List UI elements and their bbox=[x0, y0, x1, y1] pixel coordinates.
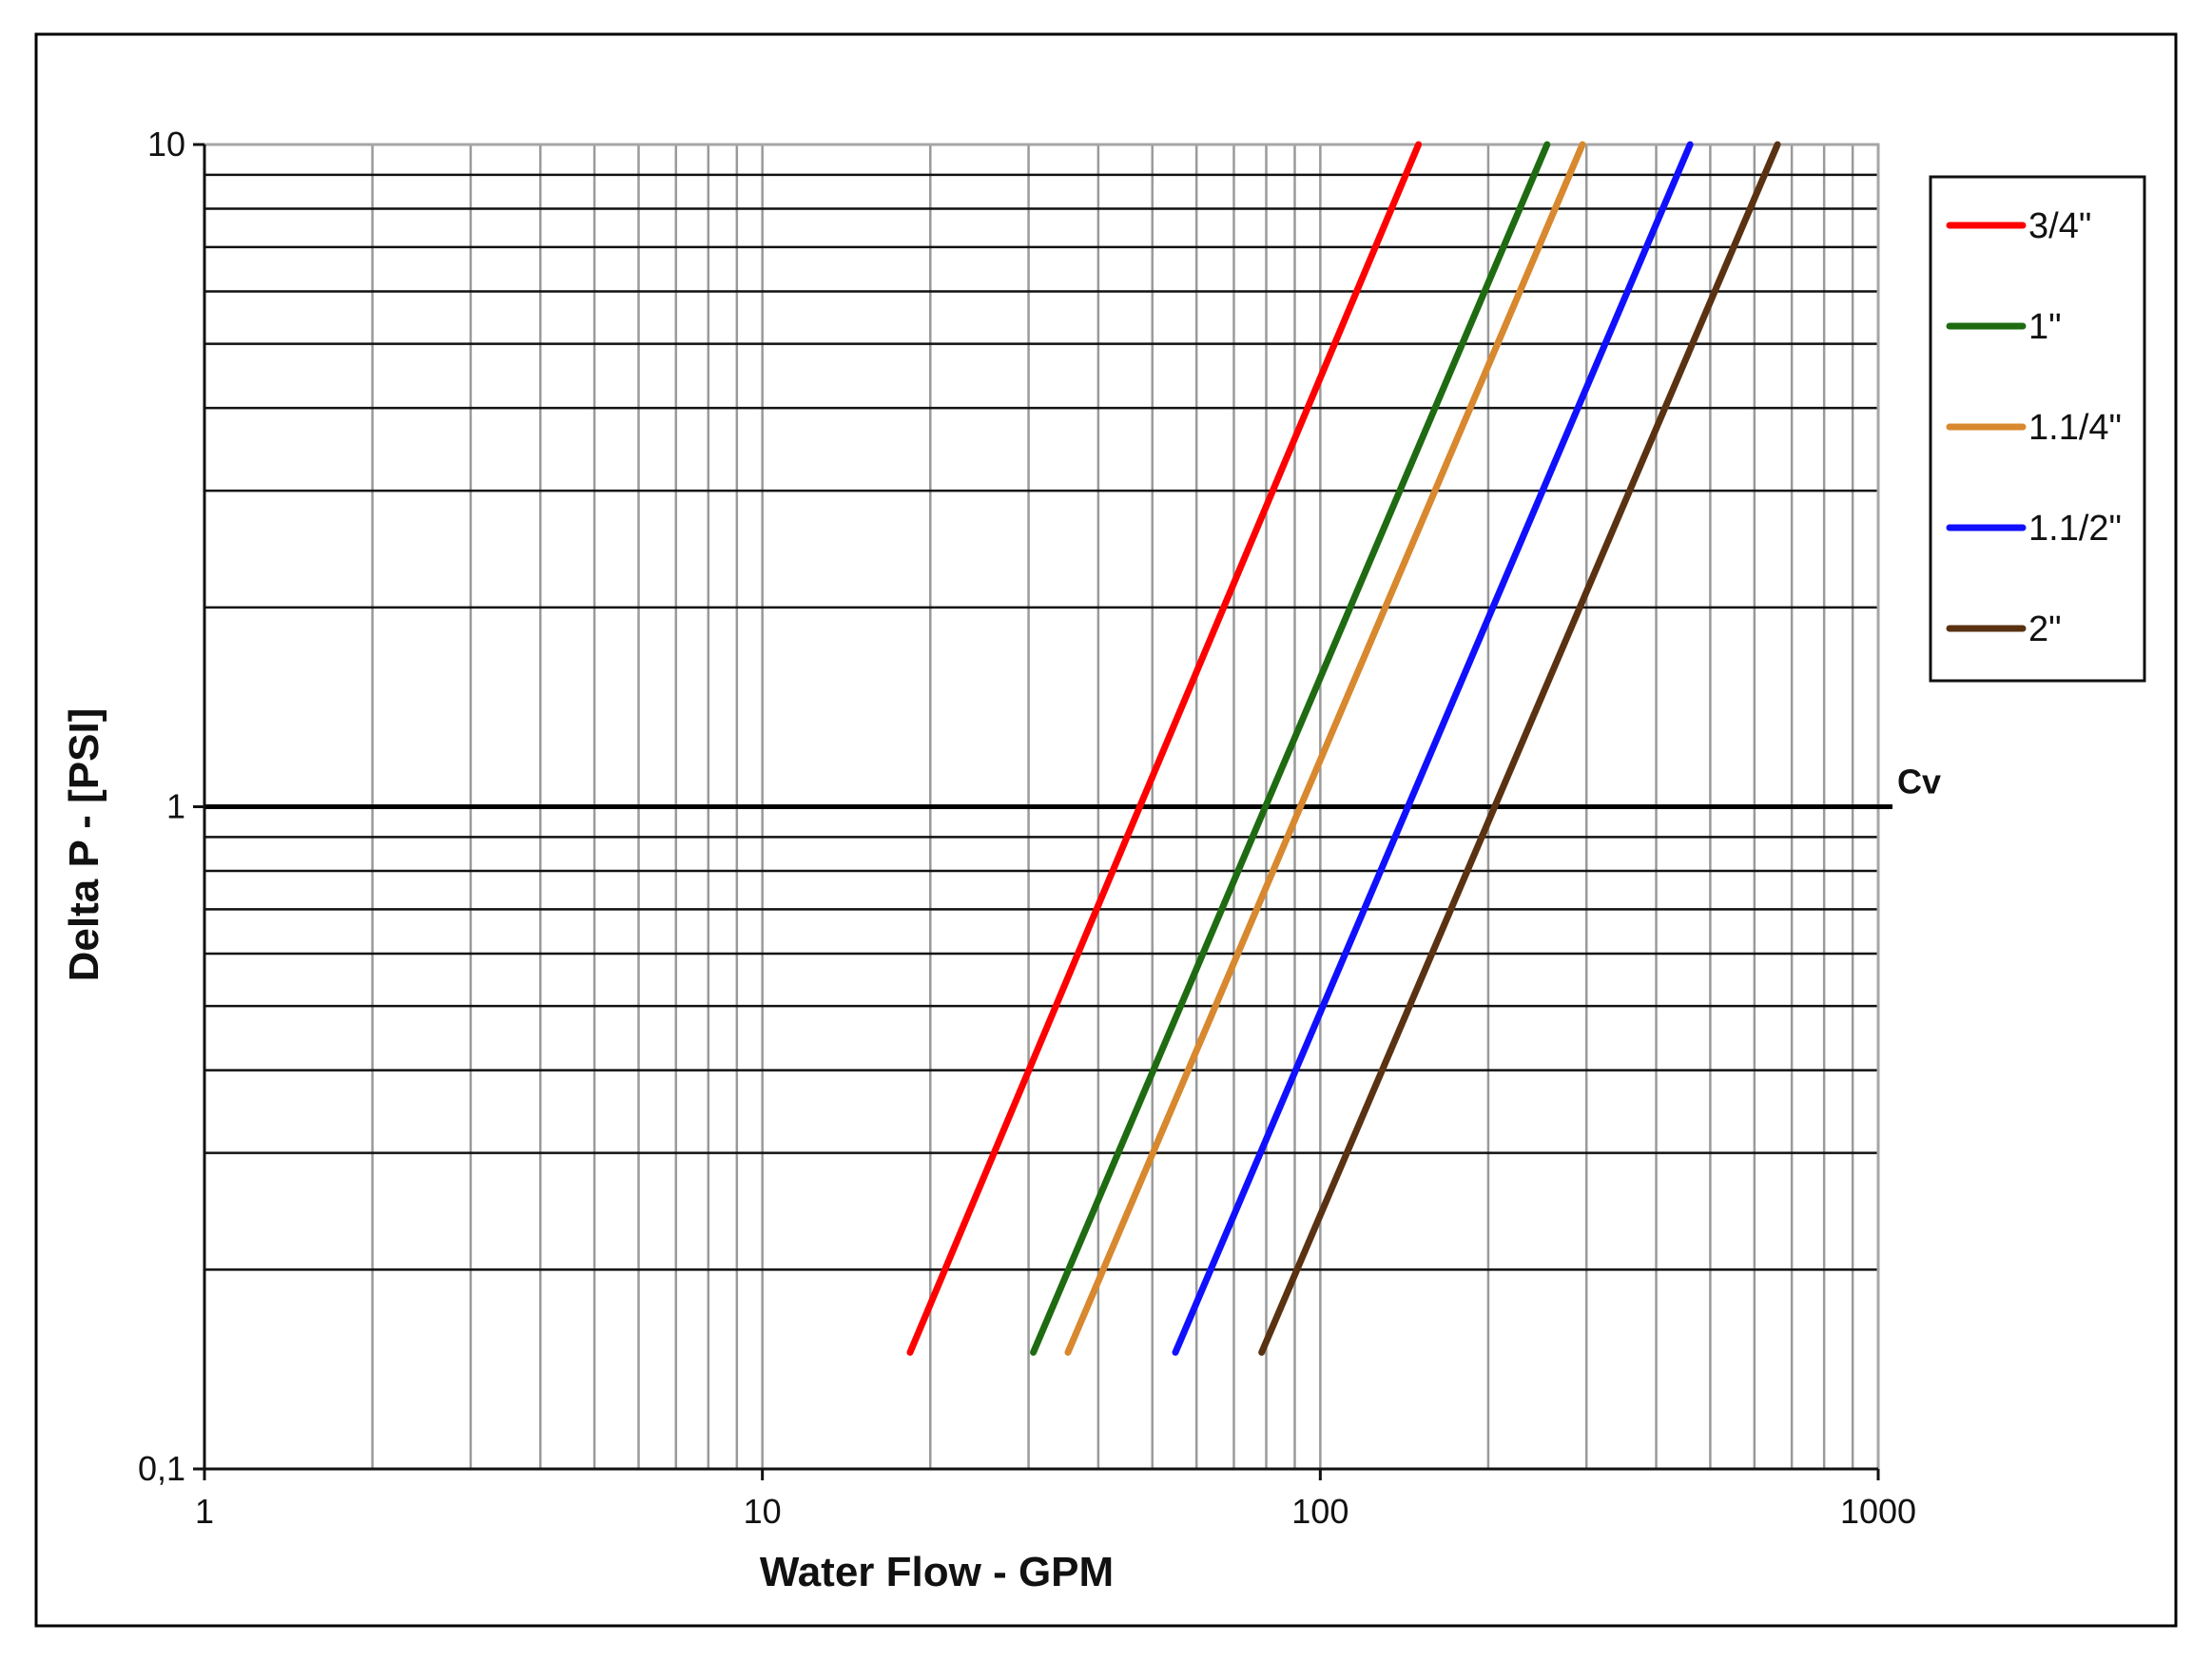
y-axis-title: Delta P - [PSI] bbox=[61, 708, 107, 982]
series-lines bbox=[906, 141, 1781, 1356]
y-tick-label: 0,1 bbox=[138, 1449, 185, 1488]
y-tick-label: 10 bbox=[147, 125, 185, 164]
series-line bbox=[1064, 141, 1586, 1356]
y-tick-label: 1 bbox=[166, 787, 185, 826]
x-tick-label: 1000 bbox=[1840, 1492, 1916, 1531]
x-tick-label: 10 bbox=[744, 1492, 782, 1531]
x-tick-label: 1 bbox=[195, 1492, 214, 1531]
legend-label: 3/4" bbox=[2028, 206, 2091, 246]
legend-label: 1.1/2" bbox=[2028, 509, 2122, 549]
axes bbox=[193, 143, 1880, 1480]
cv-label: Cv bbox=[1897, 763, 1941, 802]
series-line bbox=[1030, 141, 1551, 1356]
tick-labels: 1 10 100 1000 0,1 1 10 bbox=[138, 125, 1916, 1531]
legend: 3/4" 1" 1.1/4" 1.1/2" 2" bbox=[1929, 175, 2146, 683]
legend-label: 2" bbox=[2028, 609, 2062, 649]
major-gridlines bbox=[204, 173, 1878, 1271]
x-tick-label: 100 bbox=[1291, 1492, 1349, 1531]
chart-frame bbox=[34, 32, 2178, 1628]
x-axis-title: Water Flow - GPM bbox=[760, 1549, 1114, 1595]
series-line bbox=[906, 141, 1423, 1356]
legend-label: 1.1/4" bbox=[2028, 408, 2122, 448]
series-line bbox=[1172, 141, 1694, 1356]
series-line bbox=[1258, 141, 1781, 1356]
legend-label: 1" bbox=[2028, 307, 2062, 347]
